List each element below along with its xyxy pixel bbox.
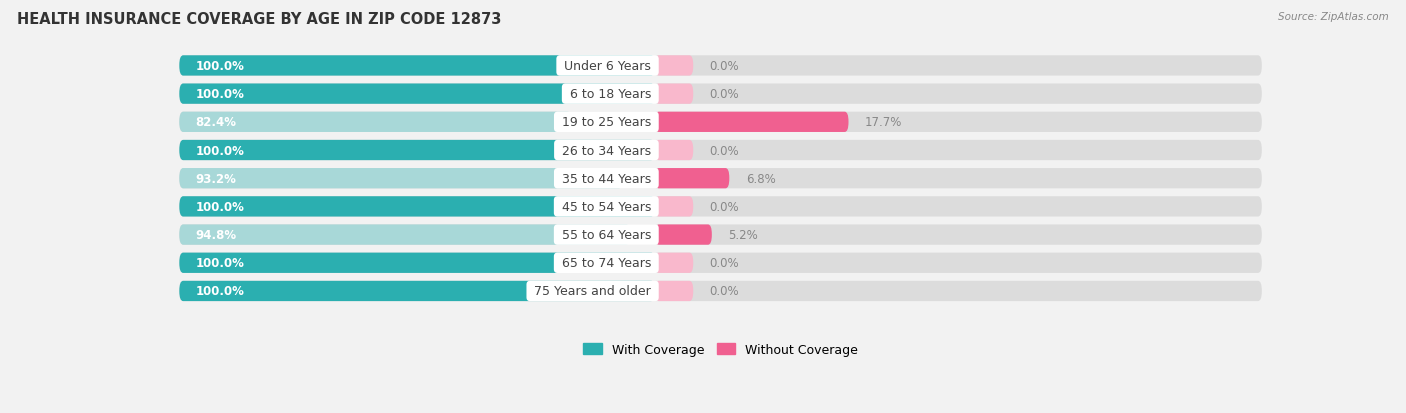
Text: 0.0%: 0.0% xyxy=(710,60,740,73)
FancyBboxPatch shape xyxy=(180,253,655,273)
Text: Source: ZipAtlas.com: Source: ZipAtlas.com xyxy=(1278,12,1389,22)
Text: 100.0%: 100.0% xyxy=(195,256,245,270)
Text: 17.7%: 17.7% xyxy=(865,116,903,129)
FancyBboxPatch shape xyxy=(180,281,655,301)
FancyBboxPatch shape xyxy=(180,140,655,161)
Text: 100.0%: 100.0% xyxy=(195,285,245,298)
Text: 45 to 54 Years: 45 to 54 Years xyxy=(558,200,655,214)
FancyBboxPatch shape xyxy=(655,140,693,161)
Text: 0.0%: 0.0% xyxy=(710,88,740,101)
Text: 100.0%: 100.0% xyxy=(195,88,245,101)
Text: 94.8%: 94.8% xyxy=(195,228,236,242)
Text: 65 to 74 Years: 65 to 74 Years xyxy=(558,256,655,270)
Text: 0.0%: 0.0% xyxy=(710,285,740,298)
FancyBboxPatch shape xyxy=(655,197,693,217)
FancyBboxPatch shape xyxy=(655,112,848,133)
FancyBboxPatch shape xyxy=(655,225,711,245)
FancyBboxPatch shape xyxy=(180,169,623,189)
Text: 75 Years and older: 75 Years and older xyxy=(530,285,655,298)
FancyBboxPatch shape xyxy=(180,281,1261,301)
FancyBboxPatch shape xyxy=(180,197,1261,217)
Text: 93.2%: 93.2% xyxy=(195,172,236,185)
Text: 55 to 64 Years: 55 to 64 Years xyxy=(558,228,655,242)
FancyBboxPatch shape xyxy=(655,169,730,189)
FancyBboxPatch shape xyxy=(180,253,1261,273)
Text: 26 to 34 Years: 26 to 34 Years xyxy=(558,144,655,157)
FancyBboxPatch shape xyxy=(180,225,1261,245)
Text: 35 to 44 Years: 35 to 44 Years xyxy=(558,172,655,185)
FancyBboxPatch shape xyxy=(655,56,693,76)
Text: 100.0%: 100.0% xyxy=(195,200,245,214)
Text: 19 to 25 Years: 19 to 25 Years xyxy=(558,116,655,129)
Text: HEALTH INSURANCE COVERAGE BY AGE IN ZIP CODE 12873: HEALTH INSURANCE COVERAGE BY AGE IN ZIP … xyxy=(17,12,502,27)
Text: 100.0%: 100.0% xyxy=(195,60,245,73)
FancyBboxPatch shape xyxy=(180,112,571,133)
FancyBboxPatch shape xyxy=(655,281,693,301)
Text: 0.0%: 0.0% xyxy=(710,256,740,270)
Text: 0.0%: 0.0% xyxy=(710,144,740,157)
FancyBboxPatch shape xyxy=(655,253,693,273)
Text: 6 to 18 Years: 6 to 18 Years xyxy=(565,88,655,101)
FancyBboxPatch shape xyxy=(180,140,1261,161)
FancyBboxPatch shape xyxy=(180,169,1261,189)
Text: 6.8%: 6.8% xyxy=(745,172,776,185)
FancyBboxPatch shape xyxy=(180,84,655,104)
FancyBboxPatch shape xyxy=(180,112,1261,133)
FancyBboxPatch shape xyxy=(655,84,693,104)
FancyBboxPatch shape xyxy=(180,197,655,217)
FancyBboxPatch shape xyxy=(180,56,1261,76)
FancyBboxPatch shape xyxy=(180,225,630,245)
FancyBboxPatch shape xyxy=(180,84,1261,104)
Text: 82.4%: 82.4% xyxy=(195,116,236,129)
Text: 0.0%: 0.0% xyxy=(710,200,740,214)
Text: 5.2%: 5.2% xyxy=(728,228,758,242)
Text: 100.0%: 100.0% xyxy=(195,144,245,157)
Text: Under 6 Years: Under 6 Years xyxy=(560,60,655,73)
FancyBboxPatch shape xyxy=(180,56,655,76)
Legend: With Coverage, Without Coverage: With Coverage, Without Coverage xyxy=(578,338,863,361)
